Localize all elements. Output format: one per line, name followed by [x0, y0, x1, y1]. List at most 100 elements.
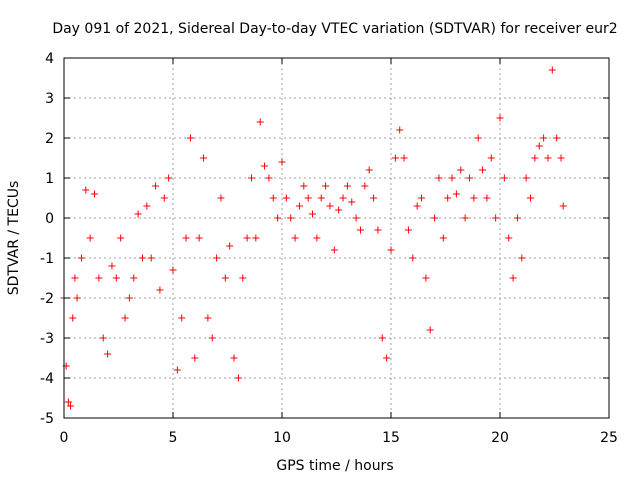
y-axis-label: SDTVAR / TECUs [6, 181, 22, 296]
data-point [234, 374, 242, 382]
data-point [479, 166, 487, 174]
y-tick-label: -1 [40, 251, 54, 267]
data-point [121, 314, 129, 322]
x-tick-label: 25 [600, 430, 618, 446]
data-point [252, 234, 260, 242]
data-point [64, 398, 72, 406]
data-point [152, 182, 160, 190]
data-point [117, 234, 125, 242]
data-point [365, 166, 373, 174]
data-point [483, 194, 491, 202]
data-point [461, 214, 469, 222]
data-point [452, 190, 460, 198]
data-point [213, 254, 221, 262]
data-point [138, 254, 146, 262]
data-point [99, 334, 107, 342]
x-tick-label: 10 [273, 430, 291, 446]
y-tick-label: -2 [40, 291, 54, 307]
data-point [487, 154, 495, 162]
x-tick-label: 15 [382, 430, 400, 446]
data-point [435, 174, 443, 182]
data-points [60, 66, 567, 410]
data-point [108, 262, 116, 270]
grid [64, 58, 609, 418]
data-point [439, 234, 447, 242]
data-point [531, 154, 539, 162]
data-point [77, 254, 85, 262]
data-point [71, 274, 79, 282]
data-point [339, 194, 347, 202]
data-point [492, 214, 500, 222]
data-point [186, 134, 194, 142]
x-tick-label: 0 [60, 430, 69, 446]
data-point [348, 198, 356, 206]
data-point [82, 186, 90, 194]
data-point [86, 234, 94, 242]
data-point [457, 166, 465, 174]
data-point [313, 234, 321, 242]
data-point [191, 354, 199, 362]
data-point [513, 214, 521, 222]
data-point [165, 174, 173, 182]
data-point [522, 174, 530, 182]
data-point [505, 234, 513, 242]
data-point [182, 234, 190, 242]
data-point [387, 246, 395, 254]
data-point [169, 266, 177, 274]
data-point [418, 194, 426, 202]
data-point [208, 334, 216, 342]
data-point [147, 254, 155, 262]
data-point [444, 194, 452, 202]
data-point [396, 126, 404, 134]
data-point [134, 210, 142, 218]
data-point [465, 174, 473, 182]
data-point [335, 206, 343, 214]
data-point [178, 314, 186, 322]
data-point [156, 286, 164, 294]
data-point [553, 134, 561, 142]
data-point [309, 210, 317, 218]
data-point [239, 274, 247, 282]
data-point [304, 194, 312, 202]
data-point [370, 194, 378, 202]
data-point [95, 274, 103, 282]
data-point [204, 314, 212, 322]
x-axis-label: GPS time / hours [276, 458, 393, 474]
data-point [291, 234, 299, 242]
data-point [378, 334, 386, 342]
data-point [544, 154, 552, 162]
data-point [269, 194, 277, 202]
data-point [317, 194, 325, 202]
y-tick-label: -3 [40, 331, 54, 347]
data-point [509, 274, 517, 282]
data-point [217, 194, 225, 202]
data-point [404, 226, 412, 234]
data-point [125, 294, 133, 302]
data-point [200, 154, 208, 162]
data-point [527, 194, 535, 202]
data-point [374, 226, 382, 234]
axis-ticks: -5 -4 -3 -2 -1 0 1 2 3 4 0 5 10 15 20 25 [40, 51, 618, 446]
data-point [104, 350, 112, 358]
data-point [112, 274, 120, 282]
data-point [274, 214, 282, 222]
data-point [322, 182, 330, 190]
data-point [230, 354, 238, 362]
y-tick-label: 2 [45, 131, 54, 147]
data-point [67, 402, 75, 410]
data-point [326, 202, 334, 210]
data-point [69, 314, 77, 322]
y-tick-label: -5 [40, 411, 54, 427]
data-point [422, 274, 430, 282]
data-point [130, 274, 138, 282]
data-point [352, 214, 360, 222]
data-point [518, 254, 526, 262]
data-point [261, 162, 269, 170]
data-point [356, 226, 364, 234]
data-point [548, 66, 556, 74]
data-point [535, 142, 543, 150]
data-point [448, 174, 456, 182]
y-tick-label: 3 [45, 91, 54, 107]
data-point [160, 194, 168, 202]
